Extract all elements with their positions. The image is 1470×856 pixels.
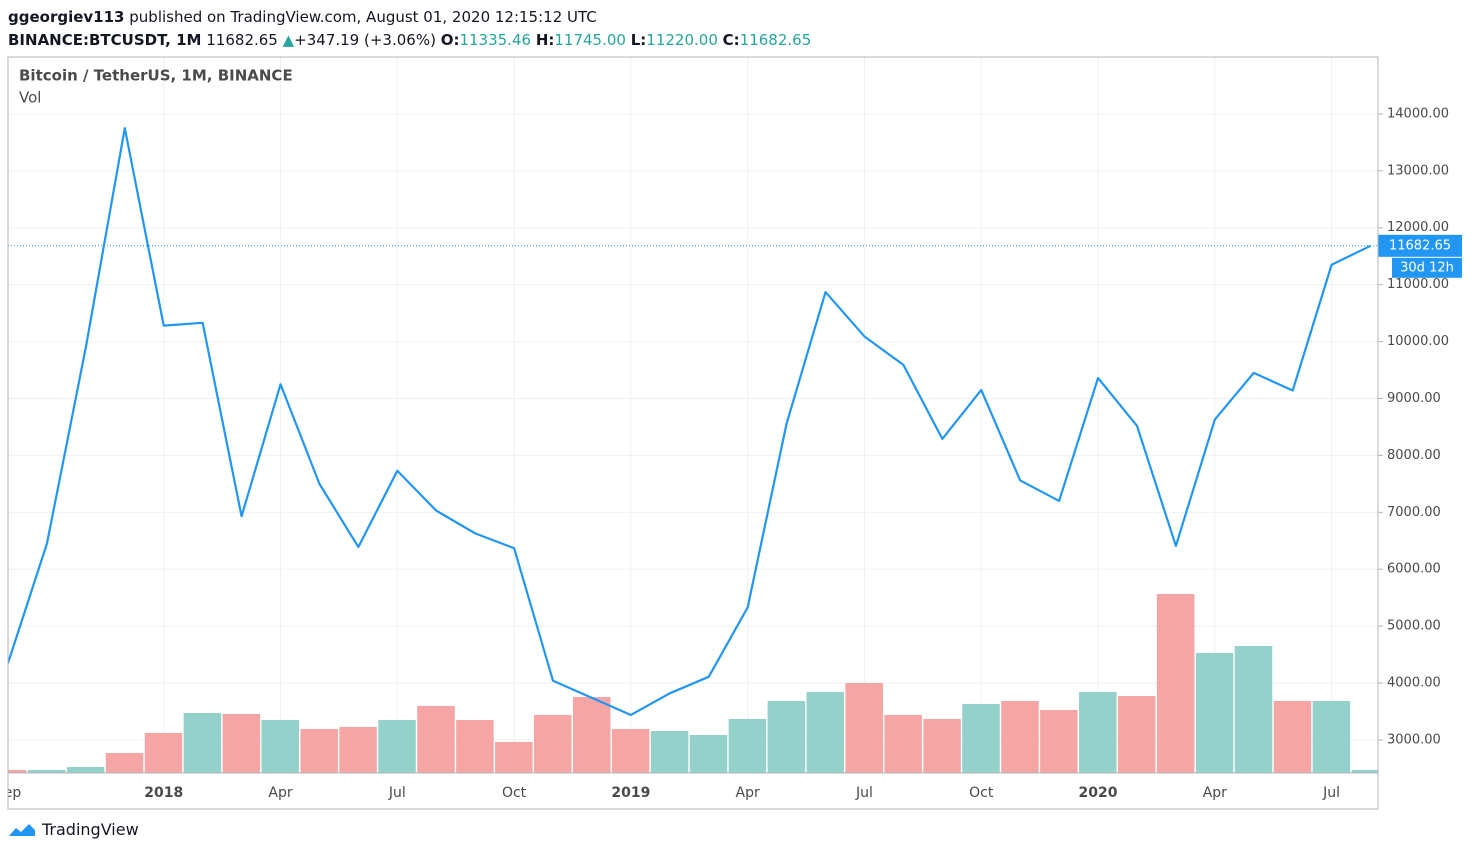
volume-bar — [1234, 646, 1273, 773]
close-label: C: — [722, 31, 740, 49]
volume-bar — [1312, 701, 1351, 773]
low: 11220.00 — [646, 31, 718, 49]
up-arrow: ▲ — [282, 31, 295, 49]
volume-bar — [923, 719, 961, 773]
volume-bar — [1351, 770, 1378, 773]
volume-bar — [962, 704, 1000, 773]
volume-layer — [8, 594, 1378, 773]
x-tick-label: Apr — [736, 785, 760, 801]
volume-bar — [300, 729, 338, 773]
author: ggeorgiev113 — [8, 8, 125, 26]
logo — [9, 823, 35, 836]
frame — [7, 56, 1379, 810]
x-tick-label: Apr — [268, 785, 292, 801]
volume-bar — [884, 715, 922, 773]
high: 11745.00 — [554, 31, 626, 49]
volume-bar — [728, 719, 767, 773]
volume-bar — [1273, 701, 1312, 773]
x-tick-label: 2020 — [1079, 785, 1118, 801]
volume-bar — [1195, 653, 1234, 773]
volume-bar — [534, 715, 572, 773]
volume-bar — [27, 770, 66, 773]
legend-vol: Vol — [19, 89, 41, 107]
volume-bar — [339, 727, 377, 773]
volume-bar — [1079, 692, 1117, 773]
header: ggeorgiev113 published on TradingView.co… — [8, 6, 811, 52]
x-tick-label: Sep — [0, 785, 21, 801]
volume-bar — [806, 692, 845, 773]
y-tick-label: 3000.00 — [1387, 732, 1441, 747]
y-axis: 3000.00 4000.00 5000.00 6000.00 7000.00 8000.… — [1378, 106, 1462, 747]
header-line-1: ggeorgiev113 published on TradingView.co… — [8, 6, 811, 29]
published: published on TradingView.com, August 01,… — [129, 8, 597, 26]
y-tick-label: 13000.00 — [1387, 163, 1449, 178]
volume-bar — [1001, 701, 1039, 773]
footer: TradingView — [8, 820, 139, 839]
volume-bar — [8, 770, 27, 773]
y-tick-label: 6000.00 — [1387, 562, 1441, 577]
last: 11682.65 — [206, 31, 278, 49]
volume-bar — [650, 731, 689, 773]
x-tick-label: 2019 — [611, 785, 650, 801]
x-tick-label: Oct — [969, 785, 994, 801]
volume-bar — [144, 733, 183, 773]
close: 11682.65 — [739, 31, 812, 49]
price-layer — [8, 127, 1378, 717]
volume-bar — [845, 683, 883, 773]
high-label: H: — [535, 31, 555, 49]
x-tick-label: Oct — [502, 785, 527, 801]
volume-bar — [66, 767, 105, 773]
countdown-tag — [1392, 257, 1462, 278]
volume-bar — [222, 714, 261, 773]
y-tick-label: 4000.00 — [1387, 676, 1441, 691]
last-price-label: 11682.65 — [1389, 238, 1451, 253]
volume-bar — [767, 701, 806, 773]
volume-bar — [417, 706, 455, 773]
volume-bar — [378, 720, 416, 773]
x-tick-label: Apr — [1203, 785, 1227, 801]
volume-bar — [1040, 710, 1078, 773]
y-tick-label: 5000.00 — [1387, 619, 1441, 634]
header-line-2: BINANCE:BTCUSDT, 1M 11682.65 ▲+347.19 (+… — [8, 29, 811, 52]
y-tick-label: 9000.00 — [1387, 391, 1441, 406]
low-label: L: — [630, 31, 647, 49]
volume-bar — [456, 720, 494, 773]
volume-bar — [495, 742, 533, 773]
volume-bar — [261, 720, 300, 773]
price-line — [8, 127, 1372, 717]
volume-bar — [689, 735, 728, 773]
volume-bar — [1117, 696, 1156, 773]
y-tick-label: 8000.00 — [1387, 448, 1441, 463]
x-tick-label: Jul — [855, 785, 873, 801]
open-label: O: — [440, 31, 460, 49]
y-tick-label: 12000.00 — [1387, 220, 1449, 235]
x-tick-label: Jul — [388, 785, 406, 801]
last-price-tag — [1378, 234, 1462, 257]
brand: TradingView — [42, 820, 139, 839]
x-tick-label: 2018 — [144, 785, 183, 801]
volume-bar — [572, 697, 611, 773]
volume-bar — [105, 753, 144, 773]
volume-bar — [611, 729, 650, 773]
change: +347.19 (+3.06%) — [294, 31, 436, 49]
x-axis: Sep 2018 Apr Jul Oct 2019 Apr Jul Oct 2020 Apr Jul — [0, 785, 1340, 801]
legend-title: Bitcoin / TetherUS, 1M, BINANCE — [19, 67, 293, 85]
y-tick-label: 7000.00 — [1387, 505, 1441, 520]
countdown: 30d 12h — [1400, 260, 1454, 275]
y-tick-label: 10000.00 — [1387, 334, 1449, 349]
volume-bar — [1156, 594, 1195, 773]
open: 11335.46 — [459, 31, 532, 49]
y-tick-label: 14000.00 — [1387, 106, 1449, 121]
x-tick-label: Jul — [1322, 785, 1340, 801]
symbol: BINANCE:BTCUSDT, 1M — [8, 31, 202, 49]
volume-bar — [183, 713, 222, 773]
y-tick-label: 11000.00 — [1387, 277, 1449, 292]
